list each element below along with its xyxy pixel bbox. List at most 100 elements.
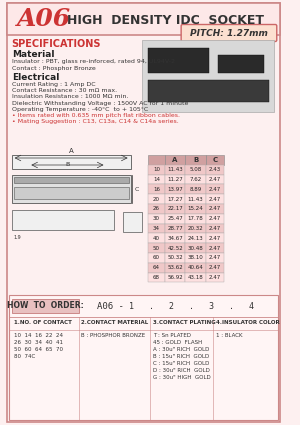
Text: Insulation Resistance : 1000 MΩ min.: Insulation Resistance : 1000 MΩ min. [12,94,128,99]
Bar [185,204,206,214]
Text: 20.32: 20.32 [188,226,203,231]
Text: 14: 14 [153,177,160,182]
Bar [185,224,206,233]
Bar [165,224,185,233]
Bar [206,272,224,282]
Bar [206,184,224,194]
Text: 7.62: 7.62 [189,177,202,182]
Text: 4.INSULATOR COLOR: 4.INSULATOR COLOR [216,320,280,325]
Bar [148,253,165,263]
Bar [165,214,185,224]
Text: 38.10: 38.10 [188,255,203,261]
Text: 11.43: 11.43 [167,167,183,172]
Bar [148,233,165,243]
Text: B : PHOSPHOR BRONZE: B : PHOSPHOR BRONZE [81,333,146,338]
Text: 64: 64 [153,265,160,270]
Bar [185,194,206,204]
Text: 50  60  64  65  70: 50 60 64 65 70 [14,347,63,352]
Text: A06 -: A06 - [97,302,124,311]
Text: 45 : GOLD  FLASH: 45 : GOLD FLASH [153,340,202,345]
Bar [206,175,224,184]
Text: PITCH: 1.27mm: PITCH: 1.27mm [190,28,268,37]
FancyBboxPatch shape [181,25,277,42]
Bar [165,194,185,204]
Bar [148,165,165,175]
Text: HOW  TO  ORDER:: HOW TO ORDER: [7,301,83,311]
Bar [148,224,165,233]
Text: 30: 30 [153,216,160,221]
Text: 80  74C: 80 74C [14,354,35,359]
Bar [165,243,185,253]
Text: 2.43: 2.43 [209,167,221,172]
Text: Electrical: Electrical [12,73,59,82]
Bar [185,155,206,165]
Text: 50.32: 50.32 [167,255,183,261]
Text: 22.17: 22.17 [167,207,183,211]
Bar [148,48,208,73]
Bar [206,224,224,233]
Text: C: C [212,157,217,163]
Text: 26  30  34  40  41: 26 30 34 40 41 [14,340,63,345]
Bar [14,187,129,199]
Text: B: B [65,162,70,167]
Text: 2.47: 2.47 [209,265,221,270]
Text: SPECIFICATIONS: SPECIFICATIONS [12,39,101,49]
Text: A06: A06 [17,7,71,31]
Bar [148,184,165,194]
Bar [12,299,79,313]
Text: 24.13: 24.13 [188,236,203,241]
Bar [148,194,165,204]
Text: Operating Temperature : -40°C  to + 105°C: Operating Temperature : -40°C to + 105°C [12,107,148,112]
Bar [7,3,280,35]
Text: G : 30u" HIGH  GOLD: G : 30u" HIGH GOLD [153,375,211,380]
Text: 28.77: 28.77 [167,226,183,231]
Bar [165,175,185,184]
Bar [206,263,224,272]
Text: 20: 20 [153,197,160,201]
Text: A : 30u" RICH  GOLD: A : 30u" RICH GOLD [153,347,209,352]
Bar [165,272,185,282]
Bar [165,263,185,272]
Text: 1.NO. OF CONTACT: 1.NO. OF CONTACT [14,320,71,325]
Bar [206,253,224,263]
Bar [165,253,185,263]
Bar [148,175,165,184]
Bar [12,175,130,203]
Text: 56.92: 56.92 [167,275,183,280]
Bar [206,165,224,175]
Text: • Items rated with 0.635 mm pitch flat ribbon cables.: • Items rated with 0.635 mm pitch flat r… [12,113,180,118]
Bar [185,184,206,194]
Bar [206,233,224,243]
Text: C: C [134,187,139,192]
Text: 43.18: 43.18 [188,275,203,280]
Text: 8.89: 8.89 [189,187,202,192]
Bar [206,155,224,165]
Bar [206,194,224,204]
Text: 2.47: 2.47 [209,226,221,231]
Text: 13.97: 13.97 [167,187,183,192]
Text: 40: 40 [153,236,160,241]
Text: B: B [193,157,198,163]
Bar [206,243,224,253]
Text: 2.47: 2.47 [209,187,221,192]
Text: Material: Material [12,50,54,59]
Bar [148,272,165,282]
Bar [185,214,206,224]
Text: 2.47: 2.47 [209,216,221,221]
Text: 11.27: 11.27 [167,177,183,182]
Text: 2.CONTACT MATERIAL: 2.CONTACT MATERIAL [81,320,148,325]
Text: 25.47: 25.47 [167,216,183,221]
Text: Current Rating : 1 Amp DC: Current Rating : 1 Amp DC [12,82,95,87]
Text: A: A [172,157,178,163]
Bar [185,272,206,282]
Bar [206,204,224,214]
Bar [148,204,165,214]
Bar [206,214,224,224]
Text: Dielectric Withstanding Voltage : 1500V AC for 1 minute: Dielectric Withstanding Voltage : 1500V … [12,101,188,105]
Text: 16: 16 [153,187,160,192]
Bar [12,210,114,230]
Bar [218,55,264,73]
Bar [185,175,206,184]
Bar [185,253,206,263]
Text: 11.43: 11.43 [188,197,203,201]
